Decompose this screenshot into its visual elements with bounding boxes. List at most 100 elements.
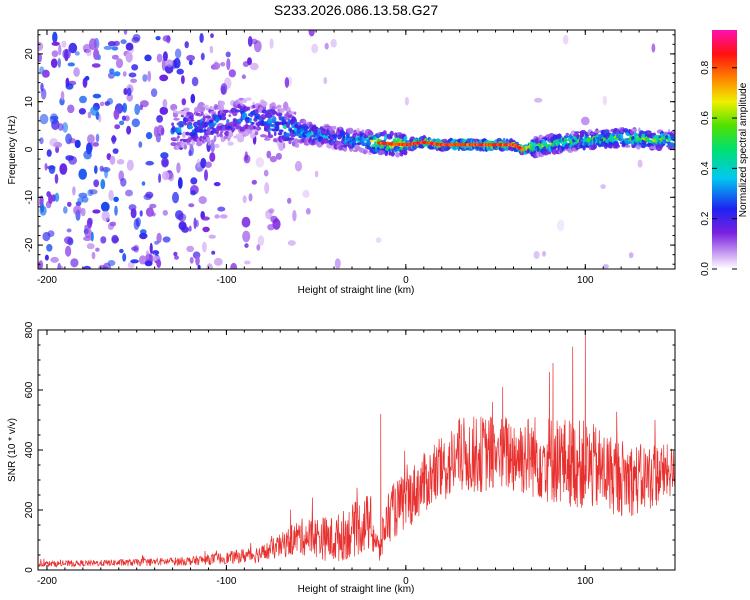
spectrogram-cell — [87, 134, 95, 144]
spectrogram-cell — [70, 258, 79, 268]
spectrogram-cell — [271, 110, 278, 115]
spectrogram-cell — [339, 126, 342, 130]
spectrogram-cell — [178, 213, 184, 222]
spectrogram-cell — [161, 157, 169, 168]
spectrogram-cell — [160, 127, 165, 136]
spectrogram-cell — [168, 172, 175, 182]
spectrogram-cell — [162, 98, 168, 108]
spectrogram-cell — [672, 143, 675, 148]
spectrogram-cell — [189, 143, 194, 148]
spectrogram-cell — [139, 210, 143, 217]
spectrogram-cell — [600, 184, 606, 190]
spectrogram-cell — [100, 236, 107, 244]
spectrogram-cell — [50, 256, 59, 263]
spectrogram-cell — [510, 146, 514, 152]
spectrogram-cell — [619, 133, 624, 140]
spectrogram-cell — [232, 111, 238, 117]
spectrogram-cell — [176, 68, 184, 75]
spectrogram-cell — [208, 234, 216, 239]
spectrogram-cell — [64, 49, 69, 62]
spectrogram-cell — [67, 201, 72, 207]
spectrogram-cell — [161, 58, 166, 71]
spectrogram-cell — [542, 150, 549, 156]
spectrogram-cell — [624, 144, 631, 148]
spectrogram-cell — [188, 225, 192, 232]
spectrogram-cell — [209, 152, 216, 163]
spectrogram-cell — [111, 54, 119, 60]
snr-panel: -200 -100 0 100 0 200 400 600 800 Height of stra… — [7, 321, 676, 595]
spectrogram-cell — [126, 87, 132, 97]
y-tick-label: 0 — [24, 146, 35, 152]
spectrogram-cell — [395, 152, 400, 158]
spectrogram-cell — [254, 108, 259, 115]
spectrogram-cell — [294, 142, 300, 148]
spectrogram-cell — [181, 98, 187, 106]
spectrogram-cell — [305, 208, 311, 215]
spectrogram-cell — [57, 58, 61, 68]
spectrogram-cell — [627, 139, 630, 143]
spectrogram-cell — [111, 234, 119, 244]
spectrogram-cell — [190, 177, 198, 185]
spectrogram-cell — [389, 130, 394, 137]
spectrogram-cell — [593, 130, 600, 134]
y-tick-label: -20 — [24, 237, 35, 252]
colorbar-tick-label: 0.4 — [700, 161, 711, 175]
spectrogram-cell — [204, 161, 212, 168]
spectrogram-cell — [251, 179, 257, 185]
spectrogram-cell — [156, 232, 162, 244]
spectrogram-cell — [639, 131, 647, 134]
spectrogram-cell — [200, 52, 205, 61]
spectrogram-cell — [302, 189, 310, 198]
y-tick-label: 0 — [24, 567, 35, 573]
spectrogram-cell — [39, 137, 44, 145]
spectrogram-cell — [86, 243, 95, 250]
spectrogram-cell — [247, 106, 251, 111]
spectrogram-cell — [253, 125, 256, 130]
spectrogram-cell — [247, 36, 253, 47]
spectrogram-cell — [188, 122, 192, 125]
spectrogram-cell — [170, 142, 177, 147]
spectrogram-cell — [256, 244, 261, 251]
spectrogram-cell — [563, 135, 570, 139]
spectrogram-cell — [138, 255, 147, 265]
spectrogram-cell — [126, 159, 134, 171]
spectrogram-cell — [249, 62, 259, 71]
spectrogram-cell — [219, 115, 223, 121]
spectrogram-cell — [58, 265, 64, 269]
spectrogram-cell — [637, 159, 643, 168]
spectrogram-cell — [73, 205, 82, 215]
spectrogram-cell — [557, 133, 562, 139]
spectrogram-cell — [242, 195, 247, 204]
spectrogram-cell — [138, 141, 143, 148]
spectrogram-cell — [242, 230, 251, 243]
spectrogram-cell — [275, 152, 282, 160]
spectrogram-cell — [125, 189, 133, 197]
spectrogram-cell — [267, 134, 274, 139]
colorbar-tick-label: 0.0 — [700, 262, 711, 276]
spectrogram-cell — [542, 250, 546, 257]
spectrogram-cell — [213, 135, 217, 142]
spectrogram-cell — [89, 189, 98, 195]
spectrogram-cell — [294, 160, 303, 172]
spectrogram-cell — [206, 130, 212, 136]
spectrogram-cell — [226, 58, 231, 71]
spectrogram-cell — [120, 39, 127, 45]
spectrogram-cell — [119, 248, 124, 254]
spectrogram-cell — [60, 90, 65, 101]
spectrogram-cell — [44, 163, 48, 171]
spectrogram-cell — [128, 72, 137, 78]
spectrogram-cell — [123, 30, 128, 35]
spectrogram-cell — [162, 209, 168, 216]
spectrogram-cell — [112, 148, 119, 154]
spectrogram-cell — [274, 125, 280, 132]
spectrogram-cell — [201, 216, 210, 221]
spectrogram-cell — [93, 48, 100, 60]
spectrogram-cell — [193, 217, 197, 230]
spectrogram-cell — [563, 137, 568, 144]
spectrogram-cell — [87, 111, 92, 119]
spectrogram-cell — [230, 262, 238, 269]
spectrogram-cell — [141, 181, 146, 186]
spectrogram-cell — [343, 132, 347, 135]
spectrogram-cell — [649, 139, 654, 144]
spectrogram-cell — [311, 43, 319, 54]
